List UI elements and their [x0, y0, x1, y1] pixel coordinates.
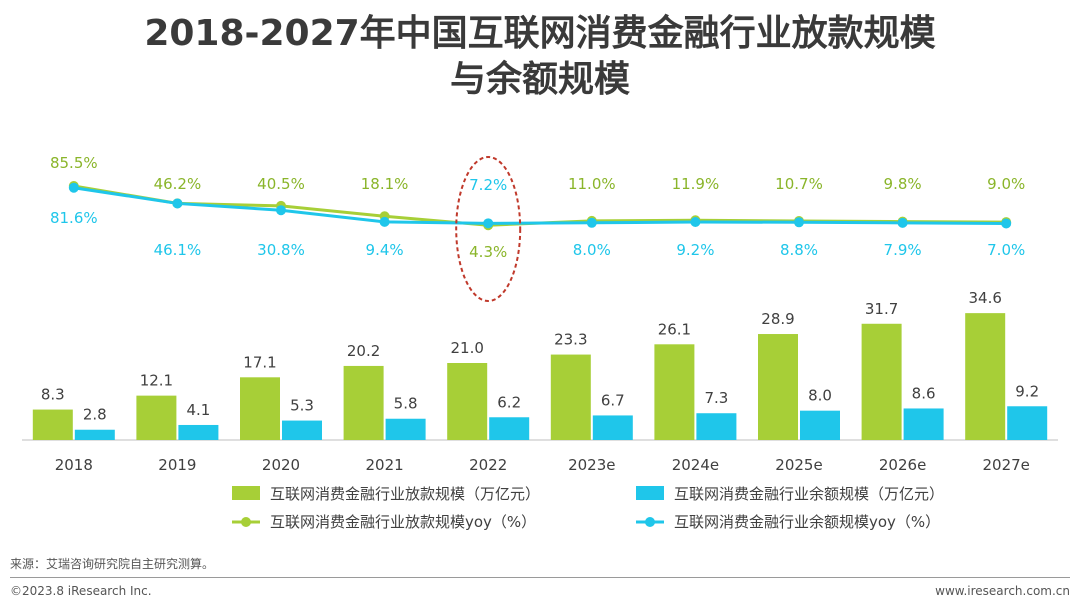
- x-tick-label: 2020: [262, 456, 300, 474]
- x-tick-label: 2019: [158, 456, 196, 474]
- footer-divider: [10, 577, 1070, 578]
- bar-disbursement-label: 23.3: [554, 331, 587, 349]
- legend-marker-disbursement-yoy: [241, 517, 251, 527]
- bar-balance-2023e: [592, 415, 633, 440]
- bar-disbursement-2019: [136, 395, 177, 440]
- line-balance-yoy-label: 8.0%: [573, 241, 611, 259]
- legend-label-balance-yoy: 互联网消费金融行业余额规模yoy（%）: [674, 513, 940, 531]
- bar-balance-label: 7.3: [704, 389, 728, 407]
- point-balance-yoy-2019: [172, 198, 183, 209]
- x-tick-label: 2018: [55, 456, 93, 474]
- bar-disbursement-label: 26.1: [658, 320, 691, 338]
- x-tick-label: 2022: [469, 456, 507, 474]
- bar-balance-2024e: [696, 413, 737, 440]
- bar-balance-2026e: [903, 408, 944, 440]
- line-balance-yoy-label: 81.6%: [50, 209, 98, 227]
- legend-marker-balance-yoy: [645, 517, 655, 527]
- line-balance-yoy-label: 7.2%: [469, 176, 507, 194]
- bar-disbursement-label: 21.0: [450, 339, 483, 357]
- bar-balance-label: 6.7: [601, 391, 625, 409]
- bar-disbursement-2023e: [550, 354, 591, 440]
- bar-balance-label: 8.0: [808, 387, 832, 405]
- bar-balance-2020: [282, 420, 322, 440]
- x-tick-label: 2026e: [879, 456, 926, 474]
- line-disbursement-yoy-label: 11.9%: [672, 175, 720, 193]
- line-balance-yoy-label: 30.8%: [257, 241, 305, 259]
- bar-balance-2018: [74, 429, 115, 440]
- line-disbursement-yoy-label: 18.1%: [361, 175, 409, 193]
- line-balance-yoy-label: 7.9%: [884, 241, 922, 259]
- legend-swatch-disbursement: [232, 486, 260, 500]
- point-balance-yoy-2020: [276, 205, 286, 216]
- bar-disbursement-label: 28.9: [761, 310, 794, 328]
- highlight-ellipse-2022: [455, 156, 522, 302]
- bar-disbursement-2022: [447, 363, 488, 440]
- chart-title-line-2: 与余额规模: [449, 59, 630, 100]
- bar-balance-2021: [385, 418, 426, 440]
- x-tick-label: 2023e: [568, 456, 615, 474]
- bar-balance-label: 2.8: [83, 406, 107, 424]
- x-tick-label: 2021: [366, 456, 404, 474]
- line-balance-yoy-label: 8.8%: [780, 241, 818, 259]
- line-disbursement-yoy-label: 4.3%: [469, 243, 507, 261]
- bar-disbursement-2021: [343, 365, 384, 440]
- source-note: 来源：艾瑞咨询研究院自主研究测算。: [10, 557, 215, 571]
- x-tick-label: 2024e: [672, 456, 719, 474]
- bar-disbursement-2024e: [654, 344, 695, 440]
- website: www.iresearch.com.cn: [935, 584, 1070, 598]
- bar-disbursement-2025e: [758, 334, 798, 440]
- line-disbursement-yoy-label: 9.0%: [987, 175, 1025, 193]
- line-disbursement-yoy-label: 85.5%: [50, 154, 98, 172]
- bar-balance-label: 5.3: [290, 397, 314, 415]
- point-balance-yoy-2026e: [897, 217, 908, 228]
- line-disbursement-yoy-label: 9.8%: [884, 175, 922, 193]
- line-disbursement-yoy-label: 11.0%: [568, 175, 616, 193]
- copyright: ©2023.8 iResearch Inc.: [10, 584, 152, 598]
- legend-swatch-balance: [636, 486, 664, 500]
- line-balance-yoy: [73, 186, 1007, 225]
- bar-balance-2022: [489, 417, 530, 440]
- bar-disbursement-label: 12.1: [140, 372, 173, 390]
- line-disbursement-yoy-label: 10.7%: [775, 175, 823, 193]
- bar-balance-label: 6.2: [497, 393, 521, 411]
- bar-balance-label: 4.1: [186, 401, 210, 419]
- chart-title-line-1: 2018-2027年中国互联网消费金融行业放款规模: [144, 13, 936, 54]
- bar-balance-2019: [178, 424, 219, 440]
- bar-disbursement-2027e: [965, 313, 1006, 440]
- bar-disbursement-label: 20.2: [347, 342, 380, 360]
- line-balance-yoy-label: 9.2%: [676, 241, 714, 259]
- chart-canvas: 8.3 2.8 2018 12.1 4.1 2019 17.1 5.3 2020 20.2 5.8 2…: [22, 154, 1058, 531]
- point-balance-yoy-2021: [379, 216, 390, 227]
- bar-balance-2025e: [800, 410, 840, 440]
- bar-disbursement-2026e: [861, 323, 902, 440]
- point-balance-yoy-2024e: [690, 217, 701, 228]
- point-balance-yoy-2027e: [1001, 218, 1012, 229]
- bar-balance-label: 5.8: [394, 395, 418, 413]
- bar-balance-2027e: [1007, 406, 1048, 440]
- point-balance-yoy-2023e: [586, 217, 597, 228]
- x-tick-label: 2025e: [775, 456, 822, 474]
- point-balance-yoy-2022: [483, 218, 494, 229]
- bar-disbursement-2020: [240, 377, 280, 440]
- point-balance-yoy-2018: [68, 182, 79, 193]
- bar-disbursement-label: 8.3: [41, 386, 65, 404]
- bar-disbursement-label: 34.6: [968, 289, 1001, 307]
- bar-balance-label: 8.6: [912, 384, 936, 402]
- legend-label-disbursement: 互联网消费金融行业放款规模（万亿元）: [270, 485, 540, 503]
- bar-disbursement-label: 17.1: [243, 353, 276, 371]
- line-balance-yoy-label: 46.1%: [154, 241, 202, 259]
- legend-label-balance: 互联网消费金融行业余额规模（万亿元）: [674, 485, 944, 503]
- point-balance-yoy-2025e: [794, 217, 804, 228]
- bar-disbursement-2018: [32, 409, 73, 440]
- bar-disbursement-label: 31.7: [865, 300, 898, 318]
- legend-label-disbursement-yoy: 互联网消费金融行业放款规模yoy（%）: [270, 513, 536, 531]
- line-disbursement-yoy-label: 40.5%: [257, 175, 305, 193]
- line-disbursement-yoy-label: 46.2%: [154, 175, 202, 193]
- bar-balance-label: 9.2: [1015, 382, 1039, 400]
- line-balance-yoy-label: 9.4%: [366, 241, 404, 259]
- line-balance-yoy-label: 7.0%: [987, 241, 1025, 259]
- x-tick-label: 2027e: [982, 456, 1029, 474]
